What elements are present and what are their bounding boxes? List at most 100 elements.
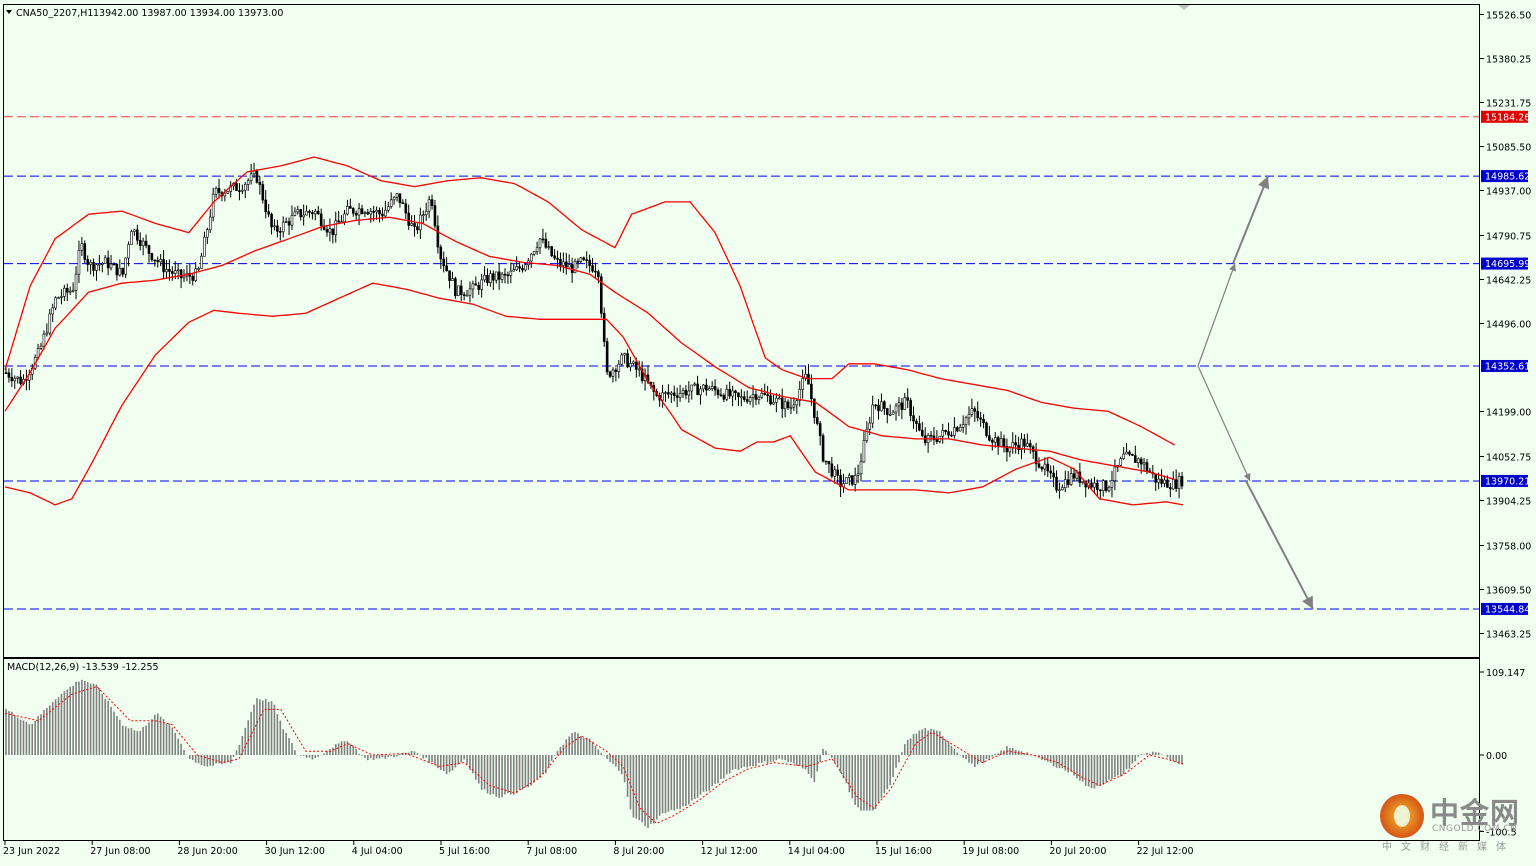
candle-body: [331, 228, 335, 236]
candle-body: [599, 276, 603, 314]
candle-body: [454, 278, 457, 296]
candle-body: [293, 211, 297, 216]
scenario-arrow: [1197, 263, 1236, 367]
x-tick-label: 20 Jul 20:00: [1049, 846, 1106, 857]
y-tick-label: 14937.00: [1486, 187, 1531, 198]
candle-body: [754, 394, 758, 400]
x-tick-label: 30 Jun 12:00: [265, 846, 325, 857]
candle-body: [366, 212, 370, 215]
candle-body: [637, 368, 641, 371]
candle-body: [617, 363, 621, 372]
candle-body: [993, 437, 997, 443]
y-tick-label: 13609.50: [1486, 586, 1531, 597]
candle-body: [810, 383, 813, 400]
candle-body: [582, 257, 586, 260]
candle-body: [404, 203, 408, 214]
candle-body: [7, 372, 11, 378]
bollinger-lower-line: [4, 282, 1184, 506]
candle-body: [267, 211, 270, 215]
candle-body: [512, 269, 516, 272]
candle-body: [932, 435, 936, 441]
candle-body: [856, 473, 860, 476]
candle-body: [208, 216, 212, 230]
candle-body: [360, 208, 364, 214]
candle-body: [305, 210, 308, 216]
candle-body: [74, 273, 78, 291]
candle-body: [713, 386, 717, 391]
symbol-menu-icon: [6, 10, 12, 14]
candle-body: [588, 259, 591, 266]
candle-body: [602, 312, 606, 342]
candle-body: [314, 210, 317, 215]
candle-body: [1171, 479, 1175, 490]
candle-body: [988, 435, 991, 441]
candle-body: [996, 437, 1000, 447]
candle-body: [859, 461, 863, 475]
candle-body: [497, 271, 501, 280]
candle-body: [751, 394, 755, 398]
candle-body: [474, 283, 478, 286]
candle-body: [1052, 472, 1055, 478]
candle-body: [573, 260, 577, 274]
candle-body: [162, 259, 165, 273]
candle-body: [894, 405, 898, 413]
candle-body: [763, 393, 767, 395]
candle-body: [515, 266, 518, 271]
candle-body: [833, 469, 837, 477]
candle-body: [1169, 487, 1172, 490]
candle-body: [401, 202, 405, 205]
candle-body: [118, 267, 122, 276]
candle-body: [731, 390, 734, 397]
candle-body: [106, 257, 110, 269]
price-level-label: 13970.21: [1485, 476, 1530, 487]
candle-body: [503, 273, 507, 276]
candle-body: [1043, 463, 1047, 470]
candle-body: [223, 192, 227, 197]
candle-body: [171, 271, 174, 274]
candle-body: [661, 392, 664, 401]
candle-body: [319, 213, 323, 227]
chart-layers: 15526.50 15380.25 15231.75 15085.50 14937.00…: [3, 11, 1531, 858]
candle-body: [801, 378, 804, 390]
candle-body: [468, 288, 472, 296]
candle-body: [509, 270, 513, 276]
candle-body: [950, 434, 953, 437]
candle-body: [86, 259, 90, 265]
candle-body: [702, 384, 705, 390]
candle-body: [121, 267, 125, 275]
symbol-label: CNA50_2207,H1: [16, 8, 93, 19]
candle-body: [316, 210, 320, 215]
candle-body: [65, 287, 69, 293]
y-tick-label: 15526.50: [1486, 11, 1531, 22]
candle-body: [1028, 443, 1032, 448]
candle-body: [238, 190, 241, 192]
candle-body: [521, 267, 524, 271]
candle-body: [176, 269, 180, 272]
candle-body: [80, 243, 84, 251]
candle-body: [614, 369, 618, 372]
candle-body: [518, 266, 521, 269]
candle-body: [883, 401, 886, 409]
candle-body: [1046, 463, 1050, 472]
candle-body: [941, 430, 945, 437]
macd-y-tick-label: -100.5: [1486, 827, 1517, 838]
candle-body: [442, 258, 446, 267]
candle-body: [862, 440, 866, 463]
candle-body: [197, 268, 200, 270]
candle-body: [287, 221, 291, 226]
x-tick-label: 19 Jul 08:00: [962, 846, 1019, 857]
candle-body: [535, 247, 539, 252]
candle-body: [1066, 479, 1070, 485]
candle-body: [707, 388, 711, 391]
candle-body: [302, 214, 305, 218]
candle-body: [100, 263, 104, 265]
candle-body: [392, 196, 396, 201]
candle-body: [678, 393, 682, 398]
candle-body: [16, 376, 19, 379]
candle-body: [1090, 482, 1093, 488]
candle-body: [1160, 478, 1163, 484]
candle-body: [632, 361, 635, 364]
candle-body: [611, 369, 615, 377]
y-tick-label: 14642.25: [1486, 276, 1531, 287]
